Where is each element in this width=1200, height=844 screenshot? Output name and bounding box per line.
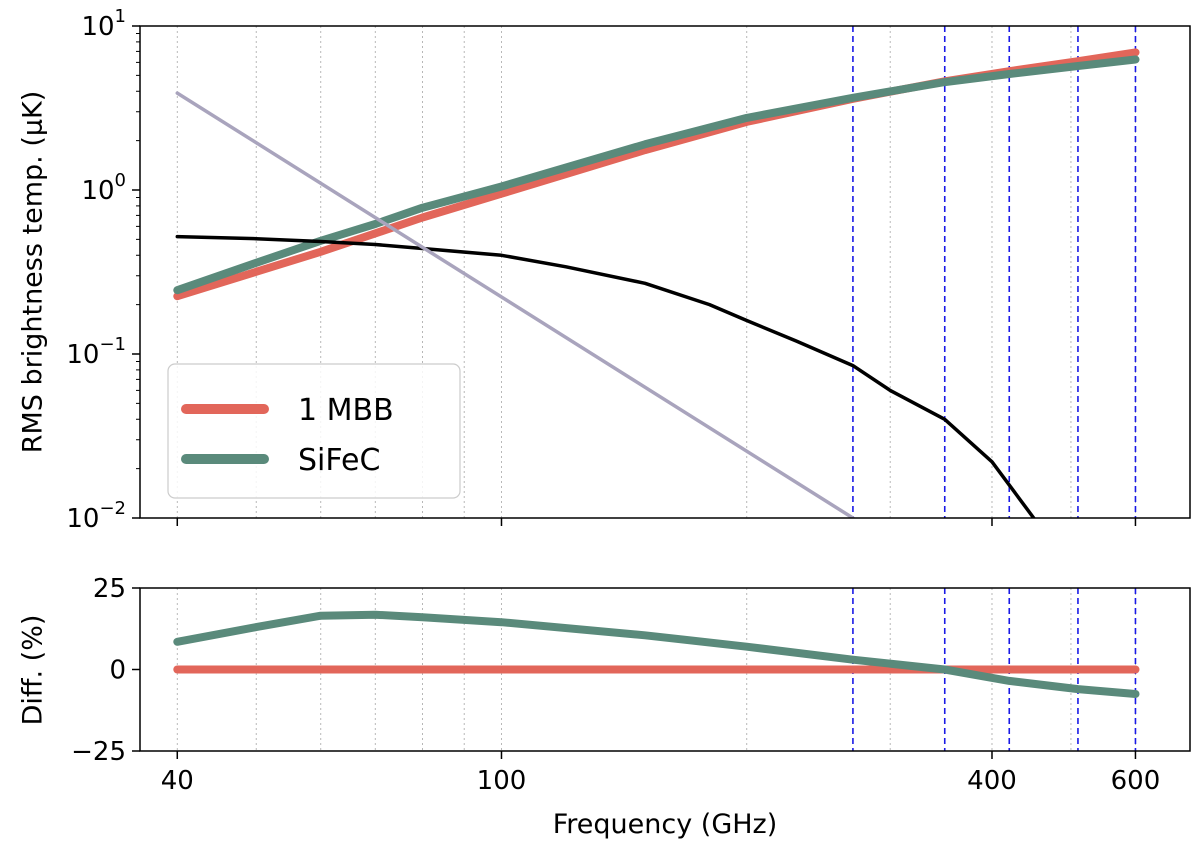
y-tick-label: 25: [93, 574, 126, 604]
top-plot-frame: [139, 25, 1191, 519]
y-tick-label: 101: [81, 6, 126, 42]
top-y-axis-label: RMS brightness temp. (μK): [18, 91, 49, 454]
top-line-1-mbb: [173, 48, 1140, 301]
x-tick-label: 40: [161, 766, 194, 796]
bottom-y-ticks: 25 0 −25: [71, 574, 140, 767]
bottom-line-sifec: [173, 610, 1140, 698]
bottom-x-ticks: 40 100 400 600: [161, 751, 1161, 796]
top-line-series-3: [175, 234, 1036, 518]
x-axis-label: Frequency (GHz): [553, 809, 778, 840]
bottom-series: [173, 610, 1140, 698]
legend-label-sifec: SiFeC: [298, 443, 380, 478]
legend: 1 MBB SiFeC: [167, 363, 461, 499]
legend-box: [167, 363, 461, 499]
bottom-panel: 25 0 −25 40 100 400 600 Diff. (%) Frequency (…: [18, 574, 1191, 840]
x-tick-label: 100: [477, 766, 527, 796]
y-tick-label: −25: [71, 737, 126, 767]
top-panel: 101 100 10−1 10−2 RMS brightness temp. (μK)…: [18, 6, 1191, 534]
y-tick-label: 10−2: [66, 498, 126, 534]
bottom-y-axis-label: Diff. (%): [18, 615, 49, 726]
top-line-series-4: [175, 91, 855, 518]
top-x-ticks: [176, 518, 1137, 526]
legend-label-1-mbb: 1 MBB: [298, 393, 394, 428]
x-tick-label: 400: [967, 766, 1017, 796]
y-tick-label: 0: [109, 656, 126, 686]
top-series: [173, 48, 1140, 518]
top-y-ticks: 101 100 10−1 10−2: [66, 6, 140, 534]
top-band-markers: [852, 26, 1137, 518]
y-tick-label: 10−1: [66, 334, 126, 370]
y-tick-label: 100: [81, 170, 126, 206]
x-tick-label: 600: [1111, 766, 1161, 796]
